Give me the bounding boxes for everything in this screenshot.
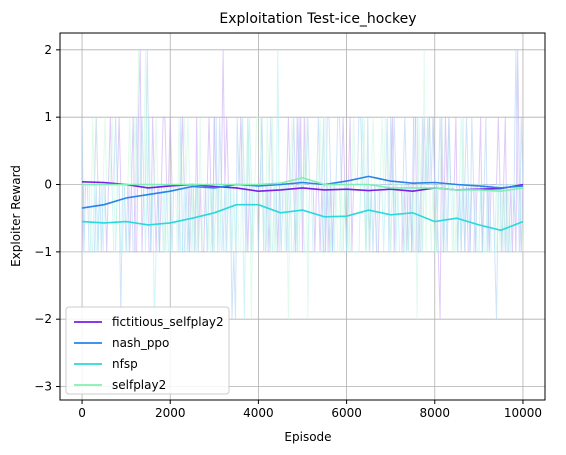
- x-tick-label: 6000: [331, 406, 362, 420]
- x-tick-label: 8000: [419, 406, 450, 420]
- series-lines: [81, 175, 524, 232]
- legend-label: nash_ppo: [112, 336, 169, 350]
- y-tick-label: −2: [34, 312, 52, 326]
- legend-label: selfplay2: [112, 378, 166, 392]
- y-tick-label: 2: [44, 43, 52, 57]
- y-tick-label: 1: [44, 110, 52, 124]
- chart-title: Exploitation Test-ice_hockey: [219, 11, 416, 27]
- x-tick-label: 4000: [243, 406, 274, 420]
- y-tick-label: −1: [34, 245, 52, 259]
- x-axis: 0 2000 4000 6000 8000 10000: [78, 400, 542, 420]
- series-line-nash_ppo: [81, 175, 524, 209]
- legend-label: fictitious_selfplay2: [112, 315, 224, 329]
- legend-label: nfsp: [112, 357, 138, 371]
- x-axis-label: Episode: [284, 430, 331, 444]
- y-tick-label: −3: [34, 380, 52, 394]
- series-line-selfplay2: [82, 176, 524, 193]
- x-tick-label: 2000: [155, 406, 186, 420]
- y-tick-label: 0: [44, 178, 52, 192]
- x-tick-label: 0: [78, 406, 86, 420]
- y-axis: −3 −2 −1 0 1 2: [34, 43, 60, 394]
- series-line-nfsp: [81, 203, 524, 232]
- plot-frame: [59, 32, 546, 401]
- y-axis-label: Exploiter Reward: [9, 165, 23, 267]
- x-tick-label: 10000: [504, 406, 542, 420]
- legend-box: [65, 306, 230, 395]
